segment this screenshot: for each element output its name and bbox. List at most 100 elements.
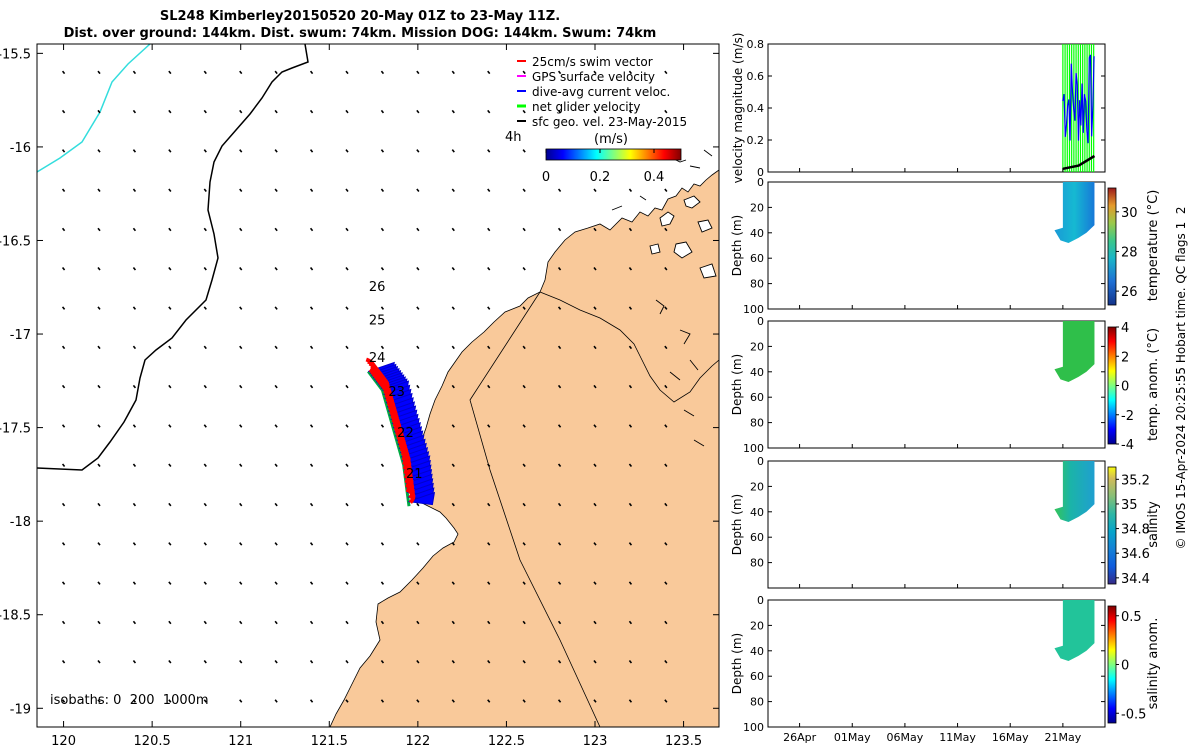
quiver-arrow	[593, 345, 597, 350]
quiver-arrow	[274, 149, 278, 153]
quiver-arrow	[203, 542, 207, 546]
section-colorbar-tick-label: 34.4	[1121, 572, 1150, 587]
section-colorbar-tick-label: 35.2	[1121, 473, 1150, 488]
map-ytick-label: -18.5	[0, 609, 31, 624]
title-line-1: SL248 Kimberley20150520 20-May 01Z to 23…	[159, 9, 561, 24]
quiver-arrow	[168, 267, 172, 271]
quiver-arrow	[557, 502, 562, 507]
quiver-arrow	[274, 267, 278, 271]
section-ytick-label: 40	[750, 366, 764, 379]
quiver-arrow	[132, 581, 137, 585]
quiver-arrow	[487, 267, 491, 271]
quiver-arrow	[203, 699, 207, 703]
quiver-arrow	[239, 620, 243, 625]
section-ytick-label: 0	[757, 594, 764, 607]
quiver-arrow	[664, 109, 668, 114]
quiver-arrow	[522, 660, 526, 664]
velocity-ytick-label: 0.2	[747, 134, 765, 147]
quiver-arrow	[345, 70, 349, 75]
quiver-arrow	[345, 424, 349, 428]
section-panel-temp-anom: 0 20 40 60 80 100 Depth (m) -4 -2 0 2 4 temp. anom. …	[730, 315, 1161, 455]
quiver-arrow	[168, 109, 172, 114]
section-colorbar-tick-label: -0.5	[1121, 707, 1146, 722]
quiver-arrow	[274, 384, 278, 389]
section-panel-salinity: 0 20 40 60 80 Depth (m) 34.4 34.6 34.8 35 35.2 sali…	[730, 455, 1161, 589]
quiver-arrow	[345, 345, 349, 350]
quiver-arrow	[203, 188, 207, 192]
section-colorbar-label: temp. anom. (°C)	[1146, 328, 1161, 441]
section-axes-frame	[767, 181, 1106, 310]
surface-velocity-quiver	[61, 70, 668, 703]
island-4	[673, 241, 693, 259]
quiver-arrow	[522, 542, 526, 546]
section-panel-temperature: 0 20 40 60 80 100 Depth (m) 26 28 30 temperature (…	[730, 176, 1161, 316]
section-colorbar-tick-label: -2	[1121, 409, 1134, 424]
quiver-arrow	[168, 542, 172, 546]
quiver-arrow	[628, 306, 633, 310]
quiver-arrow	[203, 384, 207, 389]
quiver-arrow	[309, 188, 314, 192]
section-ytick-label: 60	[750, 670, 764, 683]
section-colorbar-tick-label: 30	[1121, 206, 1138, 221]
quiver-arrow	[61, 188, 66, 192]
quiver-arrow	[664, 227, 668, 232]
quiver-arrow	[593, 109, 597, 114]
section-data-salinity-anom	[1054, 600, 1095, 661]
quiver-arrow	[345, 502, 349, 507]
legend-item-gps: GPS surface velocity	[517, 70, 655, 84]
quiver-arrow	[380, 149, 385, 153]
quiver-arrow	[309, 463, 314, 468]
quiver-arrow	[664, 463, 668, 468]
quiver-arrow	[451, 109, 455, 114]
quiver-arrow	[557, 424, 562, 428]
quiver-arrow	[132, 424, 137, 428]
quiver-arrow	[664, 502, 668, 507]
quiver-arrow	[522, 384, 526, 389]
quiver-arrow	[345, 699, 349, 703]
quiver-arrow	[97, 227, 101, 232]
quiver-arrow	[593, 581, 597, 585]
velocity-ytick-label: 0.4	[747, 102, 765, 115]
quiver-arrow	[239, 267, 243, 271]
map-ytick-label: -16	[10, 141, 31, 156]
quiver-arrow	[345, 109, 349, 114]
quiver-arrow	[345, 306, 349, 310]
quiver-arrow	[557, 620, 562, 625]
map-xtick-label: 123.5	[665, 734, 702, 749]
quiver-arrow	[97, 502, 101, 507]
section-ytick-label: 80	[750, 557, 764, 570]
section-colorbar-salinity-anom	[1107, 605, 1117, 724]
quiver-arrow	[97, 306, 101, 310]
quiver-arrow	[239, 542, 243, 546]
quiver-arrow	[97, 424, 101, 428]
quiver-arrow	[97, 267, 101, 271]
day-label: 22	[397, 426, 414, 441]
legend-gps-label: GPS surface velocity	[532, 70, 655, 84]
quiver-arrow	[309, 70, 314, 75]
quiver-arrow	[593, 424, 597, 428]
time-axis-label: 21May	[1045, 731, 1082, 744]
swim-vector	[405, 483, 415, 500]
quiver-arrow	[451, 306, 455, 310]
map-colorbar-label: (m/s)	[594, 132, 628, 147]
section-ylabel: Depth (m)	[730, 354, 744, 415]
section-colorbar-tick-label: 28	[1121, 245, 1138, 260]
quiver-arrow	[132, 109, 137, 114]
quiver-arrow	[309, 227, 314, 232]
quiver-arrow	[168, 70, 172, 75]
quiver-arrow	[380, 188, 385, 192]
quiver-arrow	[628, 188, 633, 192]
quiver-arrow	[593, 463, 597, 468]
quiver-arrow	[309, 581, 314, 585]
isobath-label: isobaths: 0 200 1000m	[50, 693, 209, 708]
quiver-arrow	[168, 620, 172, 625]
quiver-arrow	[664, 188, 668, 192]
quiver-arrow	[309, 149, 314, 153]
quiver-arrow	[203, 149, 207, 153]
quiver-arrow	[628, 345, 633, 350]
quiver-arrow	[664, 699, 668, 703]
quiver-arrow	[380, 424, 385, 428]
quiver-arrow	[380, 109, 385, 114]
section-colorbar-tick-label: 0	[1121, 659, 1129, 674]
map-panel: 120 120.5 121 121.5 122 122.5 123 123.5 -15.5 -16…	[0, 43, 720, 749]
